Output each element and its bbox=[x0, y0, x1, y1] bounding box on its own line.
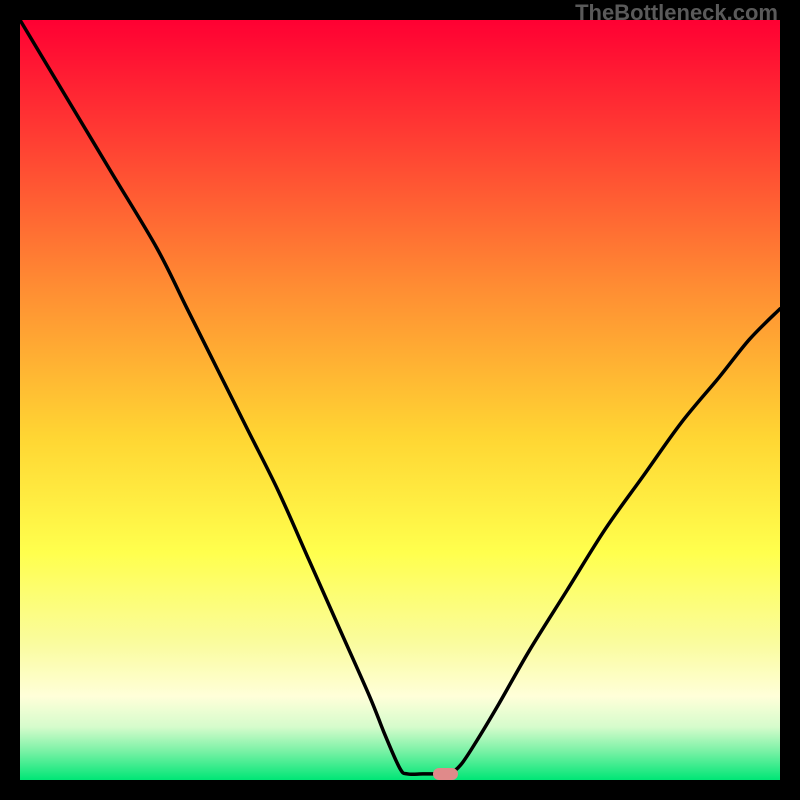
chart-frame: TheBottleneck.com bbox=[0, 0, 800, 800]
watermark-label: TheBottleneck.com bbox=[575, 0, 778, 26]
plot-background bbox=[20, 20, 780, 780]
optimal-point-marker bbox=[433, 768, 457, 780]
plot-svg bbox=[20, 20, 780, 780]
plot-area bbox=[20, 20, 780, 780]
